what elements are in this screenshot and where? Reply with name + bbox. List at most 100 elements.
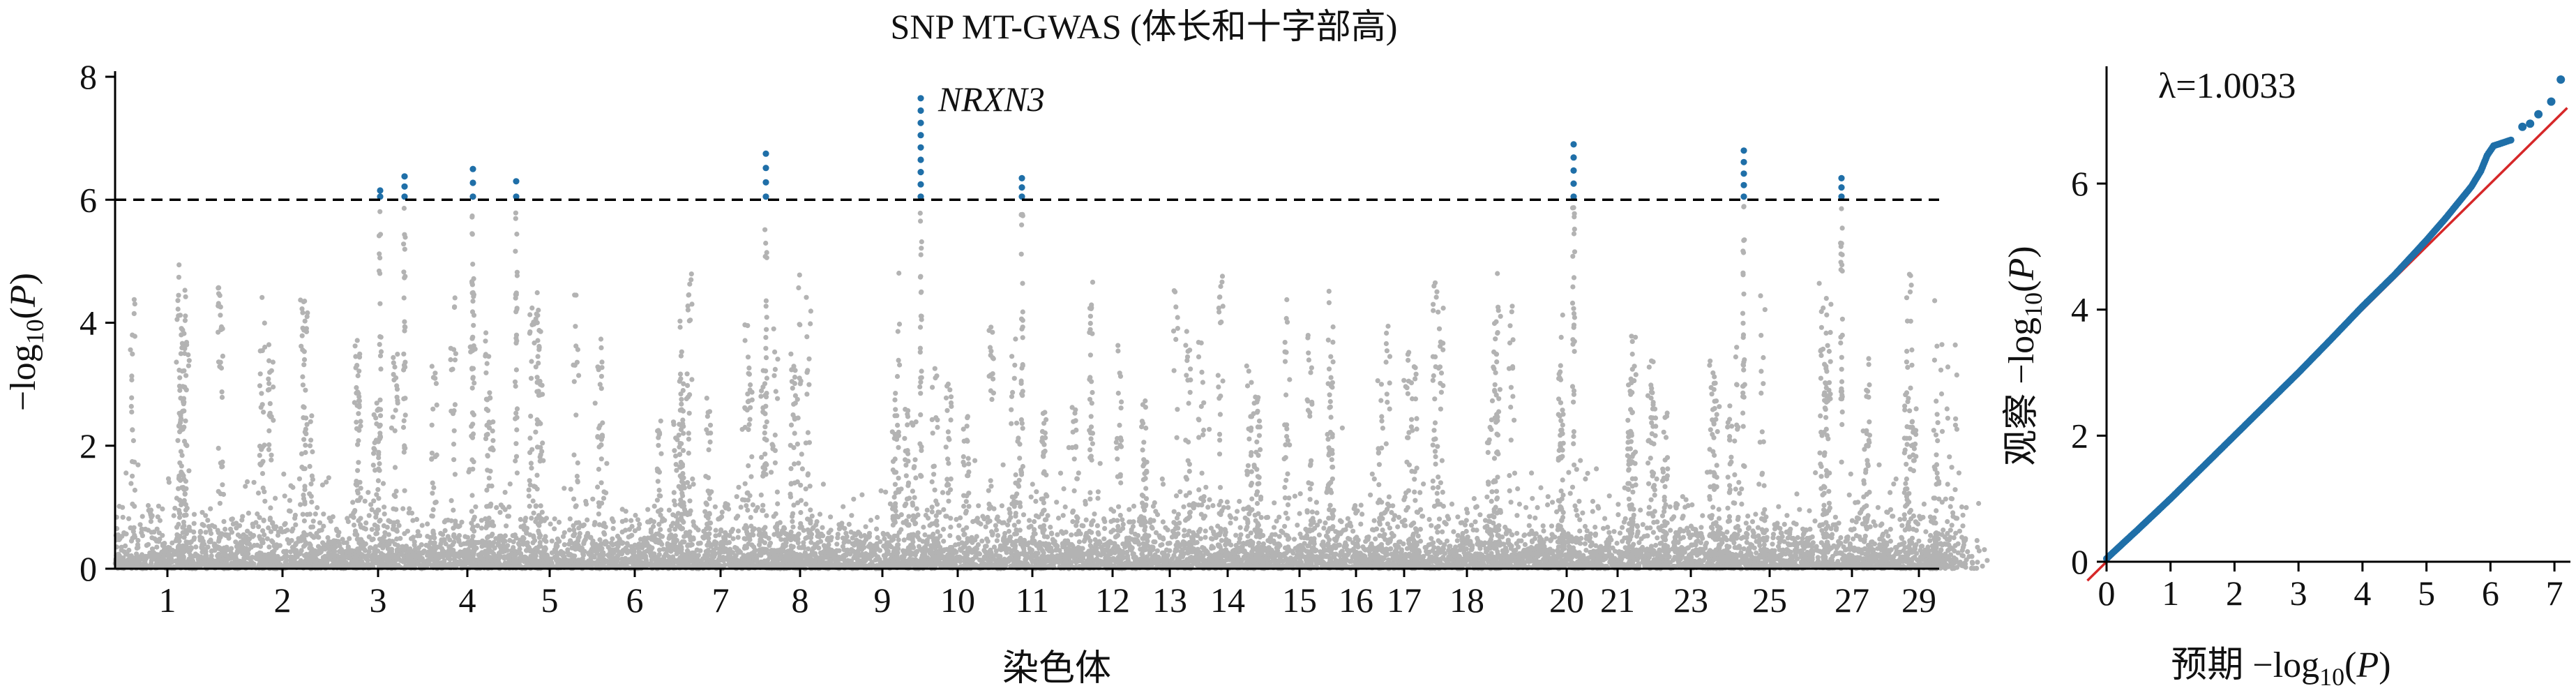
snp-point bbox=[838, 556, 844, 562]
snp-point bbox=[906, 480, 912, 486]
snp-point bbox=[347, 536, 352, 541]
snp-point bbox=[607, 559, 612, 565]
snp-point bbox=[205, 518, 211, 523]
snp-point bbox=[889, 429, 895, 435]
snp-point bbox=[377, 554, 382, 560]
snp-point bbox=[442, 528, 448, 534]
snp-point bbox=[797, 375, 802, 381]
snp-point bbox=[892, 397, 898, 403]
snp-point bbox=[181, 401, 186, 407]
snp-point bbox=[596, 511, 602, 517]
snp-point bbox=[901, 537, 907, 543]
snp-point bbox=[527, 482, 533, 488]
snp-point bbox=[308, 531, 313, 537]
snp-point bbox=[529, 465, 534, 471]
snp-point bbox=[792, 555, 798, 561]
snp-point bbox=[598, 442, 604, 448]
snp-point bbox=[536, 513, 542, 519]
snp-point bbox=[431, 553, 437, 558]
snp-point bbox=[518, 551, 524, 556]
snp-point bbox=[735, 528, 741, 534]
snp-point bbox=[377, 537, 383, 542]
snp-point bbox=[859, 492, 865, 498]
snp-point bbox=[598, 345, 604, 350]
snp-point bbox=[707, 511, 712, 516]
snp-point bbox=[824, 537, 830, 543]
snp-point bbox=[506, 504, 512, 510]
snp-point bbox=[389, 425, 395, 431]
snp-point bbox=[393, 493, 398, 500]
snp-point bbox=[432, 371, 438, 376]
snp-point bbox=[303, 449, 308, 456]
snp-point bbox=[354, 419, 359, 425]
snp-point bbox=[744, 503, 749, 509]
snp-point bbox=[577, 530, 582, 537]
snp-point bbox=[359, 552, 365, 558]
snp-point bbox=[273, 543, 279, 548]
snp-point bbox=[566, 527, 573, 533]
snp-point bbox=[128, 481, 134, 486]
snp-point bbox=[808, 530, 813, 536]
snp-point bbox=[875, 514, 880, 521]
snp-point bbox=[504, 523, 509, 529]
snp-point bbox=[303, 387, 308, 393]
snp-point bbox=[680, 388, 686, 394]
snp-point bbox=[145, 502, 151, 509]
snp-point bbox=[641, 550, 647, 555]
snp-point bbox=[525, 543, 530, 548]
snp-point bbox=[301, 299, 306, 304]
snp-point bbox=[123, 543, 128, 549]
snp-point bbox=[586, 551, 592, 556]
snp-point bbox=[253, 556, 259, 562]
snp-point bbox=[132, 532, 137, 538]
snp-point bbox=[599, 359, 605, 365]
snp-point bbox=[215, 528, 220, 533]
snp-point bbox=[571, 496, 577, 502]
snp-point bbox=[329, 545, 335, 551]
snp-point bbox=[895, 422, 901, 428]
snp-point bbox=[456, 554, 462, 560]
snp-point bbox=[892, 481, 898, 487]
snp-point bbox=[805, 471, 811, 477]
snp-point bbox=[215, 553, 220, 559]
snp-point bbox=[363, 520, 369, 526]
snp-point bbox=[255, 491, 262, 496]
snp-point bbox=[518, 516, 523, 523]
snp-point bbox=[199, 509, 205, 515]
snp-point bbox=[301, 518, 307, 524]
snp-point bbox=[204, 553, 209, 559]
snp-point bbox=[182, 317, 188, 323]
snp-point bbox=[217, 364, 223, 369]
snp-point bbox=[154, 558, 160, 565]
snp-point bbox=[638, 561, 644, 567]
snp-point bbox=[892, 413, 898, 419]
snp-point bbox=[532, 562, 538, 567]
snp-point bbox=[792, 461, 797, 467]
snp-point bbox=[654, 539, 661, 545]
snp-point bbox=[863, 557, 869, 562]
snp-point bbox=[679, 461, 686, 468]
snp-point bbox=[651, 503, 657, 509]
snp-point bbox=[262, 489, 267, 495]
snp-point bbox=[817, 511, 823, 517]
snp-point bbox=[395, 543, 400, 548]
snp-point bbox=[178, 477, 183, 484]
snp-point bbox=[266, 342, 272, 348]
snp-point bbox=[301, 349, 307, 354]
snp-point bbox=[672, 448, 677, 454]
snp-point bbox=[762, 540, 767, 546]
snp-point bbox=[592, 401, 598, 406]
snp-point bbox=[595, 484, 601, 490]
snp-point bbox=[286, 540, 292, 546]
snp-point bbox=[354, 363, 360, 368]
snp-point bbox=[498, 502, 504, 508]
snp-point bbox=[394, 536, 400, 542]
snp-point bbox=[1000, 462, 1006, 468]
snp-point bbox=[656, 442, 661, 448]
snp-point bbox=[893, 470, 899, 475]
snp-point bbox=[417, 533, 423, 539]
snp-point bbox=[183, 294, 188, 299]
snp-point bbox=[813, 522, 819, 528]
snp-point bbox=[723, 530, 728, 536]
snp-point bbox=[988, 484, 994, 489]
